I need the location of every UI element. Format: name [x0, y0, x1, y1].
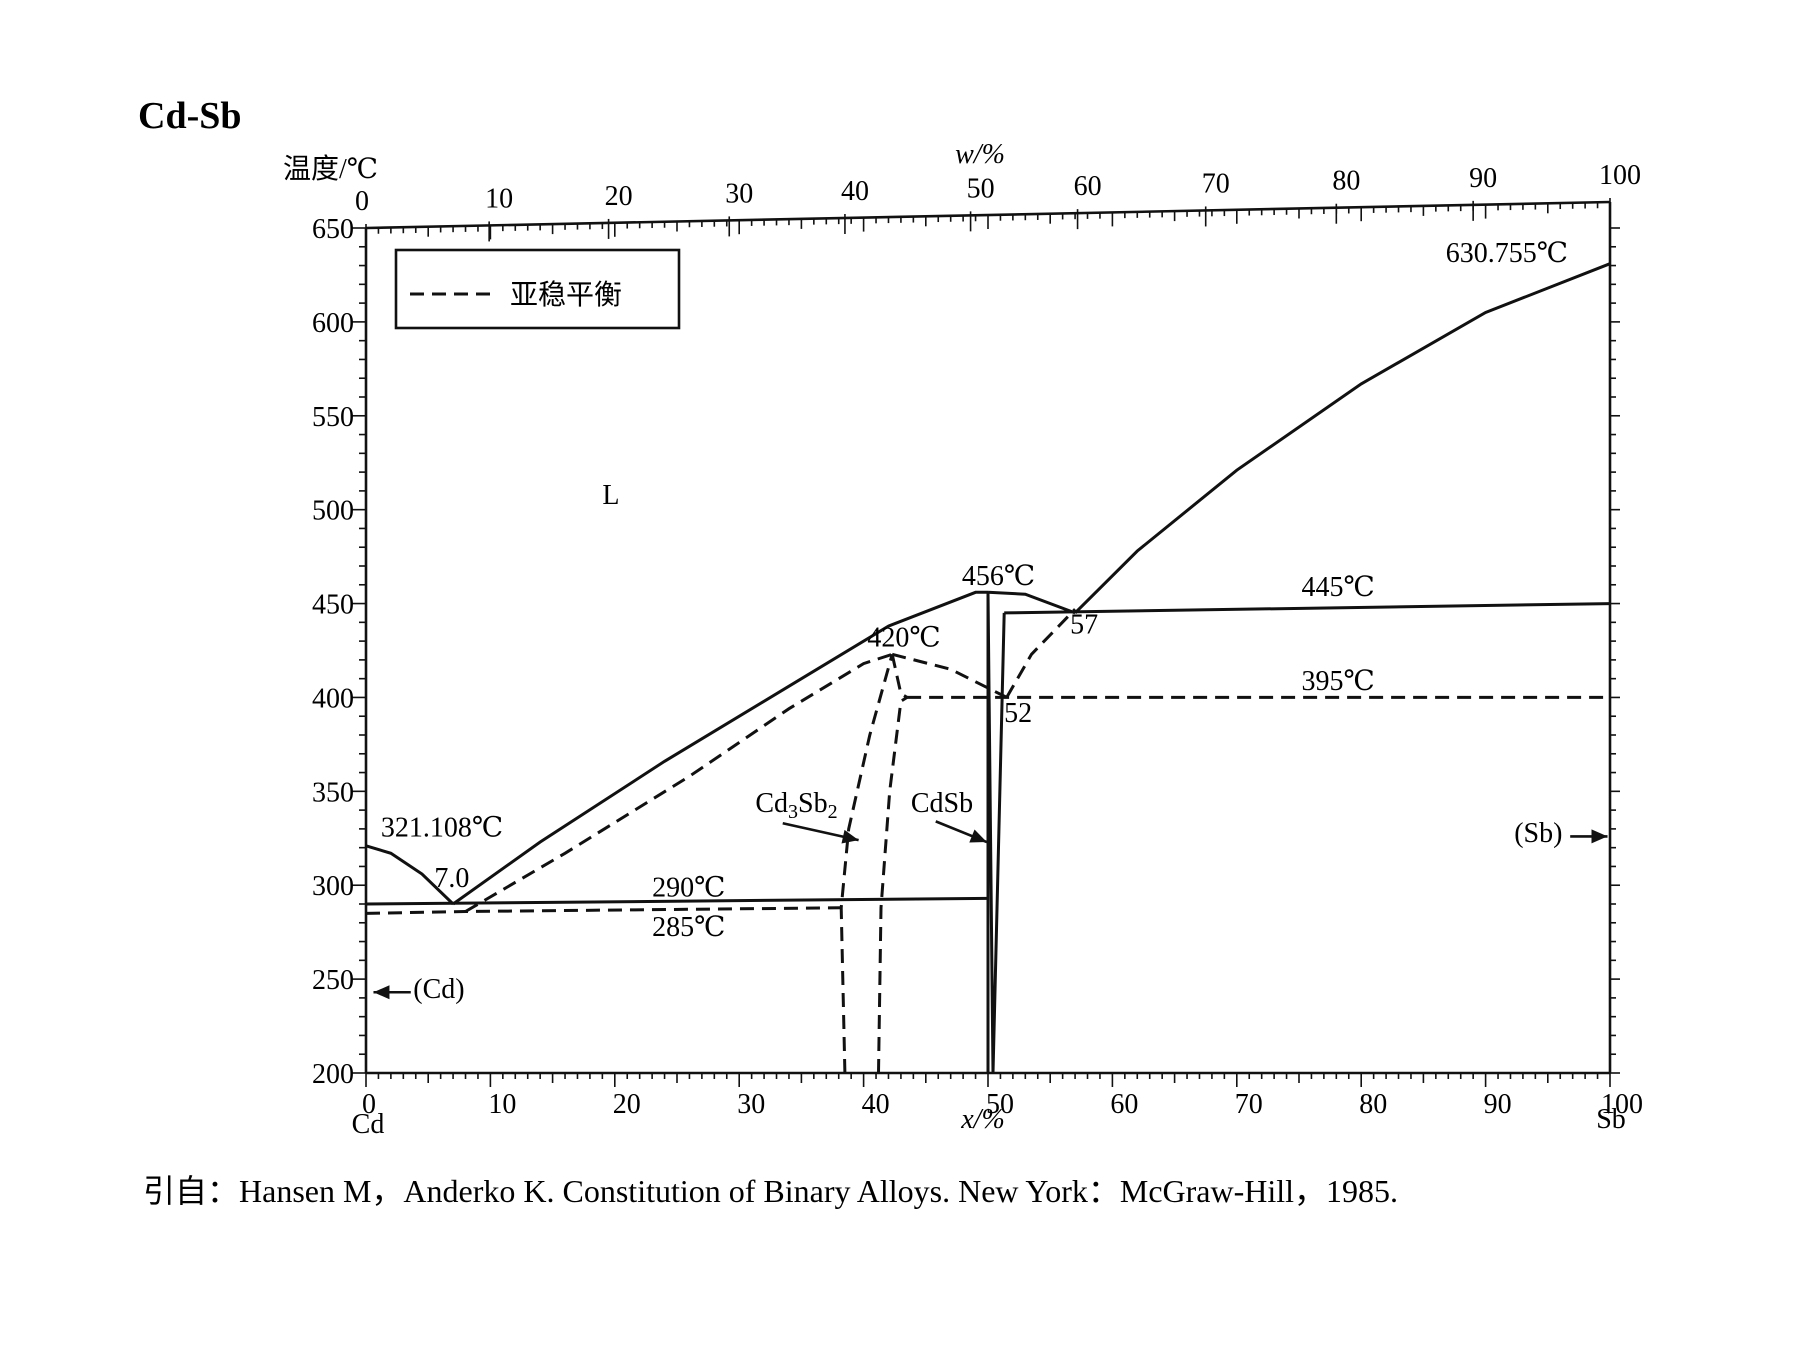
annotation-label: 52: [1004, 698, 1032, 729]
phase-boundaries: [365, 262, 1611, 1074]
annotation-label: 7.0: [434, 863, 469, 894]
top-tick-label: 90: [1469, 163, 1497, 194]
y-tick-label: 400: [312, 683, 354, 714]
x-right-element-label: Sb: [1596, 1104, 1626, 1135]
annotation-label: 321.108℃: [381, 812, 503, 843]
arrow-cd-head: [373, 985, 390, 1000]
x-tick-label: 50: [986, 1089, 1014, 1120]
y-tick-label: 300: [312, 871, 354, 902]
annotation-label: 420℃: [867, 623, 940, 654]
top-tick-label: 60: [1074, 171, 1102, 202]
phase-boundary-0: [365, 844, 455, 906]
y-axis-label: 温度/℃: [283, 153, 378, 185]
top-tick-label: 10: [485, 183, 513, 214]
top-tick-label: 70: [1202, 168, 1230, 199]
x-tick-label: 30: [737, 1089, 765, 1120]
annotation-label: 445℃: [1301, 572, 1374, 603]
legend-box: [394, 248, 681, 330]
annotation-label: 630.755℃: [1446, 238, 1568, 269]
y-tick-label: 450: [312, 590, 354, 621]
metastable-boundary-15: [890, 653, 908, 699]
phase-boundary-7: [1004, 602, 1611, 615]
annotation-label: 456℃: [962, 561, 1035, 592]
metastable-boundary-9: [464, 652, 893, 913]
annotation-label: 57: [1070, 610, 1098, 641]
x-tick-label: 0: [362, 1089, 376, 1120]
legend: 亚稳平衡: [394, 248, 681, 330]
annotation-label: (Sb): [1514, 818, 1562, 849]
source-citation: 引自：Hansen M，Anderko K. Constitution of B…: [143, 1173, 1398, 1209]
top-tick-label: 30: [725, 178, 753, 209]
x-tick-label: 100: [1601, 1089, 1643, 1120]
metastable-boundary-14: [877, 696, 908, 1074]
phase-boundary-4: [365, 896, 989, 906]
y-tick-label: 250: [312, 965, 354, 996]
phase-boundary-3: [1074, 262, 1611, 614]
annotation-arrows: [373, 820, 1608, 1000]
arrow-sb-head: [1591, 829, 1608, 844]
x-tick-label: 20: [613, 1089, 641, 1120]
top-tick-label: 100: [1599, 160, 1641, 191]
y-tick-label: 600: [312, 308, 354, 339]
y-tick-label: 550: [312, 402, 354, 433]
top-axis-label: w/%: [955, 139, 1005, 170]
top-tick-label: 0: [355, 186, 369, 217]
x-tick-label: 60: [1110, 1089, 1138, 1120]
phase-boundary-2: [987, 590, 1076, 615]
annotation-label: 395℃: [1301, 666, 1374, 697]
legend-entry-metastable: 亚稳平衡: [510, 279, 622, 311]
phase-boundary-6: [986, 592, 1006, 1074]
metastable-boundary-8: [365, 906, 842, 915]
phase-boundary-1: [452, 590, 988, 906]
compound-label-cd3sb2: Cd3Sb2: [755, 788, 837, 823]
x-left-element-label: Cd: [352, 1109, 385, 1140]
x-tick-label: 70: [1235, 1089, 1263, 1120]
annotation-label: (Cd): [413, 974, 464, 1005]
x-tick-label: 90: [1484, 1089, 1512, 1120]
annotation-label: 285℃: [652, 912, 725, 943]
x-tick-label: 80: [1359, 1089, 1387, 1120]
y-tick-label: 200: [312, 1059, 354, 1090]
x-axis-label: x/%: [960, 1104, 1005, 1135]
arrow-cd3sb2-head: [841, 829, 859, 844]
annotation-label: L: [602, 480, 619, 511]
x-tick-label: 40: [862, 1089, 890, 1120]
x-tick-label: 10: [488, 1089, 516, 1120]
top-tick-label: 50: [967, 173, 995, 204]
y-tick-label: 500: [312, 496, 354, 527]
annotations: L 321.108℃ 7.0 290℃ 285℃ 420℃ 456℃ 57 52 445℃ 395℃…: [381, 238, 1568, 1005]
arrow-cdsb-head: [969, 829, 987, 843]
metastable-boundary-11: [1005, 608, 1077, 699]
top-tick-label: 80: [1332, 166, 1360, 197]
y-tick-label: 350: [312, 777, 354, 808]
y-tick-label: 650: [312, 214, 354, 245]
top-tick-label: 20: [605, 181, 633, 212]
metastable-boundary-13: [839, 653, 894, 1074]
ticks: 0 10 20 30 40 50 60 70 80 90 100200250300350400450…: [312, 160, 1643, 1120]
annotation-label: 290℃: [652, 872, 725, 903]
chart-title: Cd-Sb: [138, 95, 242, 137]
annotation-label: CdSb: [911, 788, 973, 819]
top-tick-label: 40: [841, 176, 869, 207]
